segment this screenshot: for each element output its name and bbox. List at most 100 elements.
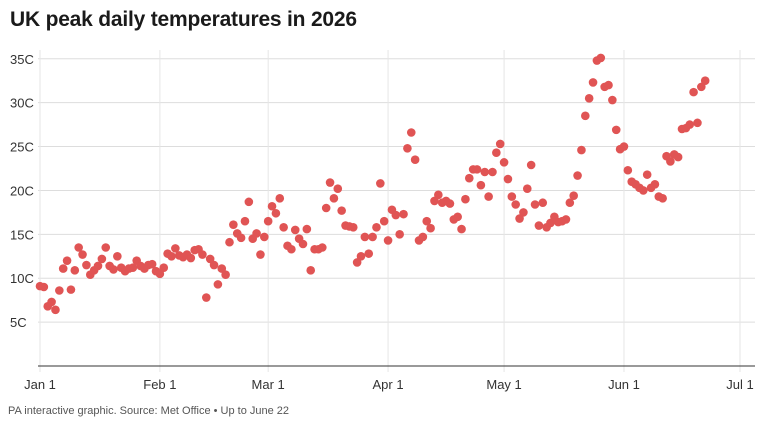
data-point	[426, 223, 435, 233]
data-point	[538, 198, 548, 208]
data-point	[573, 171, 582, 180]
data-point	[47, 297, 56, 307]
data-point	[445, 199, 455, 208]
data-point	[302, 224, 312, 234]
data-point	[221, 270, 230, 280]
y-tick-label: 15C	[10, 227, 34, 242]
x-tick-label: Jul 1	[726, 377, 753, 392]
data-point	[519, 208, 528, 217]
data-point	[306, 266, 316, 275]
data-point	[577, 145, 586, 155]
data-point	[530, 200, 540, 209]
data-point	[209, 260, 219, 270]
data-point	[93, 261, 103, 271]
data-point	[488, 167, 497, 177]
data-point	[368, 232, 377, 242]
data-point	[418, 232, 428, 242]
data-point	[287, 244, 296, 254]
data-point	[584, 93, 594, 103]
data-point	[167, 251, 176, 261]
data-point	[244, 197, 254, 207]
chart-title: UK peak daily temperatures in 2026	[10, 8, 357, 31]
data-point	[526, 160, 536, 170]
data-point	[318, 243, 327, 252]
x-tick-label: Apr 1	[373, 377, 404, 392]
x-tick-label: Mar 1	[252, 377, 285, 392]
data-point	[403, 144, 412, 153]
data-point	[693, 118, 702, 128]
data-point	[399, 209, 408, 219]
data-point	[256, 250, 265, 259]
data-point	[58, 264, 68, 273]
data-point	[51, 305, 60, 315]
data-point	[82, 260, 91, 270]
data-point	[329, 194, 339, 203]
data-point	[325, 178, 335, 187]
data-point	[507, 192, 517, 201]
data-point	[588, 78, 598, 87]
data-point	[522, 184, 532, 193]
data-point	[97, 254, 107, 264]
data-point	[147, 259, 157, 269]
data-point	[275, 194, 285, 203]
data-point	[109, 265, 118, 274]
data-point	[611, 125, 621, 135]
data-point	[364, 249, 374, 258]
data-point	[267, 201, 277, 211]
y-tick-label: 10C	[10, 271, 34, 286]
data-point	[658, 194, 667, 203]
data-point	[410, 155, 420, 165]
data-point	[406, 128, 416, 137]
data-point	[395, 230, 404, 239]
data-point	[434, 190, 443, 200]
data-point	[62, 256, 72, 265]
data-point	[581, 111, 590, 121]
data-point	[352, 258, 362, 267]
y-tick-label: 20C	[10, 183, 34, 198]
data-point	[639, 186, 648, 195]
source-footer: PA interactive graphic. Source: Met Offi…	[8, 405, 290, 417]
x-tick-label: Jan 1	[24, 377, 56, 392]
data-point	[650, 180, 660, 189]
data-point	[596, 53, 606, 63]
y-tick-labels: 5C 10C 15C 20C 25C 30C 35C	[10, 52, 34, 330]
data-point	[171, 244, 180, 253]
data-point	[337, 206, 346, 215]
data-point	[515, 214, 524, 223]
data-point	[476, 180, 486, 190]
data-point	[240, 216, 250, 226]
data-point	[198, 250, 207, 259]
data-point	[666, 157, 675, 166]
data-point	[604, 80, 613, 90]
data-point	[700, 76, 710, 86]
data-point	[379, 216, 389, 226]
y-tick-label: 30C	[10, 96, 34, 111]
y-tick-label: 35C	[10, 52, 34, 67]
data-point	[376, 179, 385, 188]
data-point	[70, 266, 80, 275]
data-point	[263, 216, 273, 226]
data-point	[619, 142, 629, 151]
data-point	[697, 82, 706, 92]
data-point	[372, 223, 381, 232]
data-point	[39, 282, 49, 292]
data-point	[689, 87, 698, 97]
data-point	[213, 280, 223, 289]
data-point	[608, 95, 617, 105]
data-point	[503, 174, 513, 184]
x-grid	[39, 50, 741, 372]
data-point	[565, 198, 575, 208]
data-point	[66, 285, 76, 294]
x-tick-label: Feb 1	[143, 377, 176, 392]
data-point	[464, 173, 474, 183]
data-point	[511, 200, 520, 209]
x-tick-label: Jun 1	[608, 377, 640, 392]
data-point	[229, 220, 238, 229]
data-point	[74, 243, 83, 252]
data-point	[430, 196, 439, 206]
data-point	[569, 191, 579, 201]
data-points	[35, 53, 710, 315]
data-point	[101, 243, 111, 252]
data-point	[271, 208, 281, 218]
